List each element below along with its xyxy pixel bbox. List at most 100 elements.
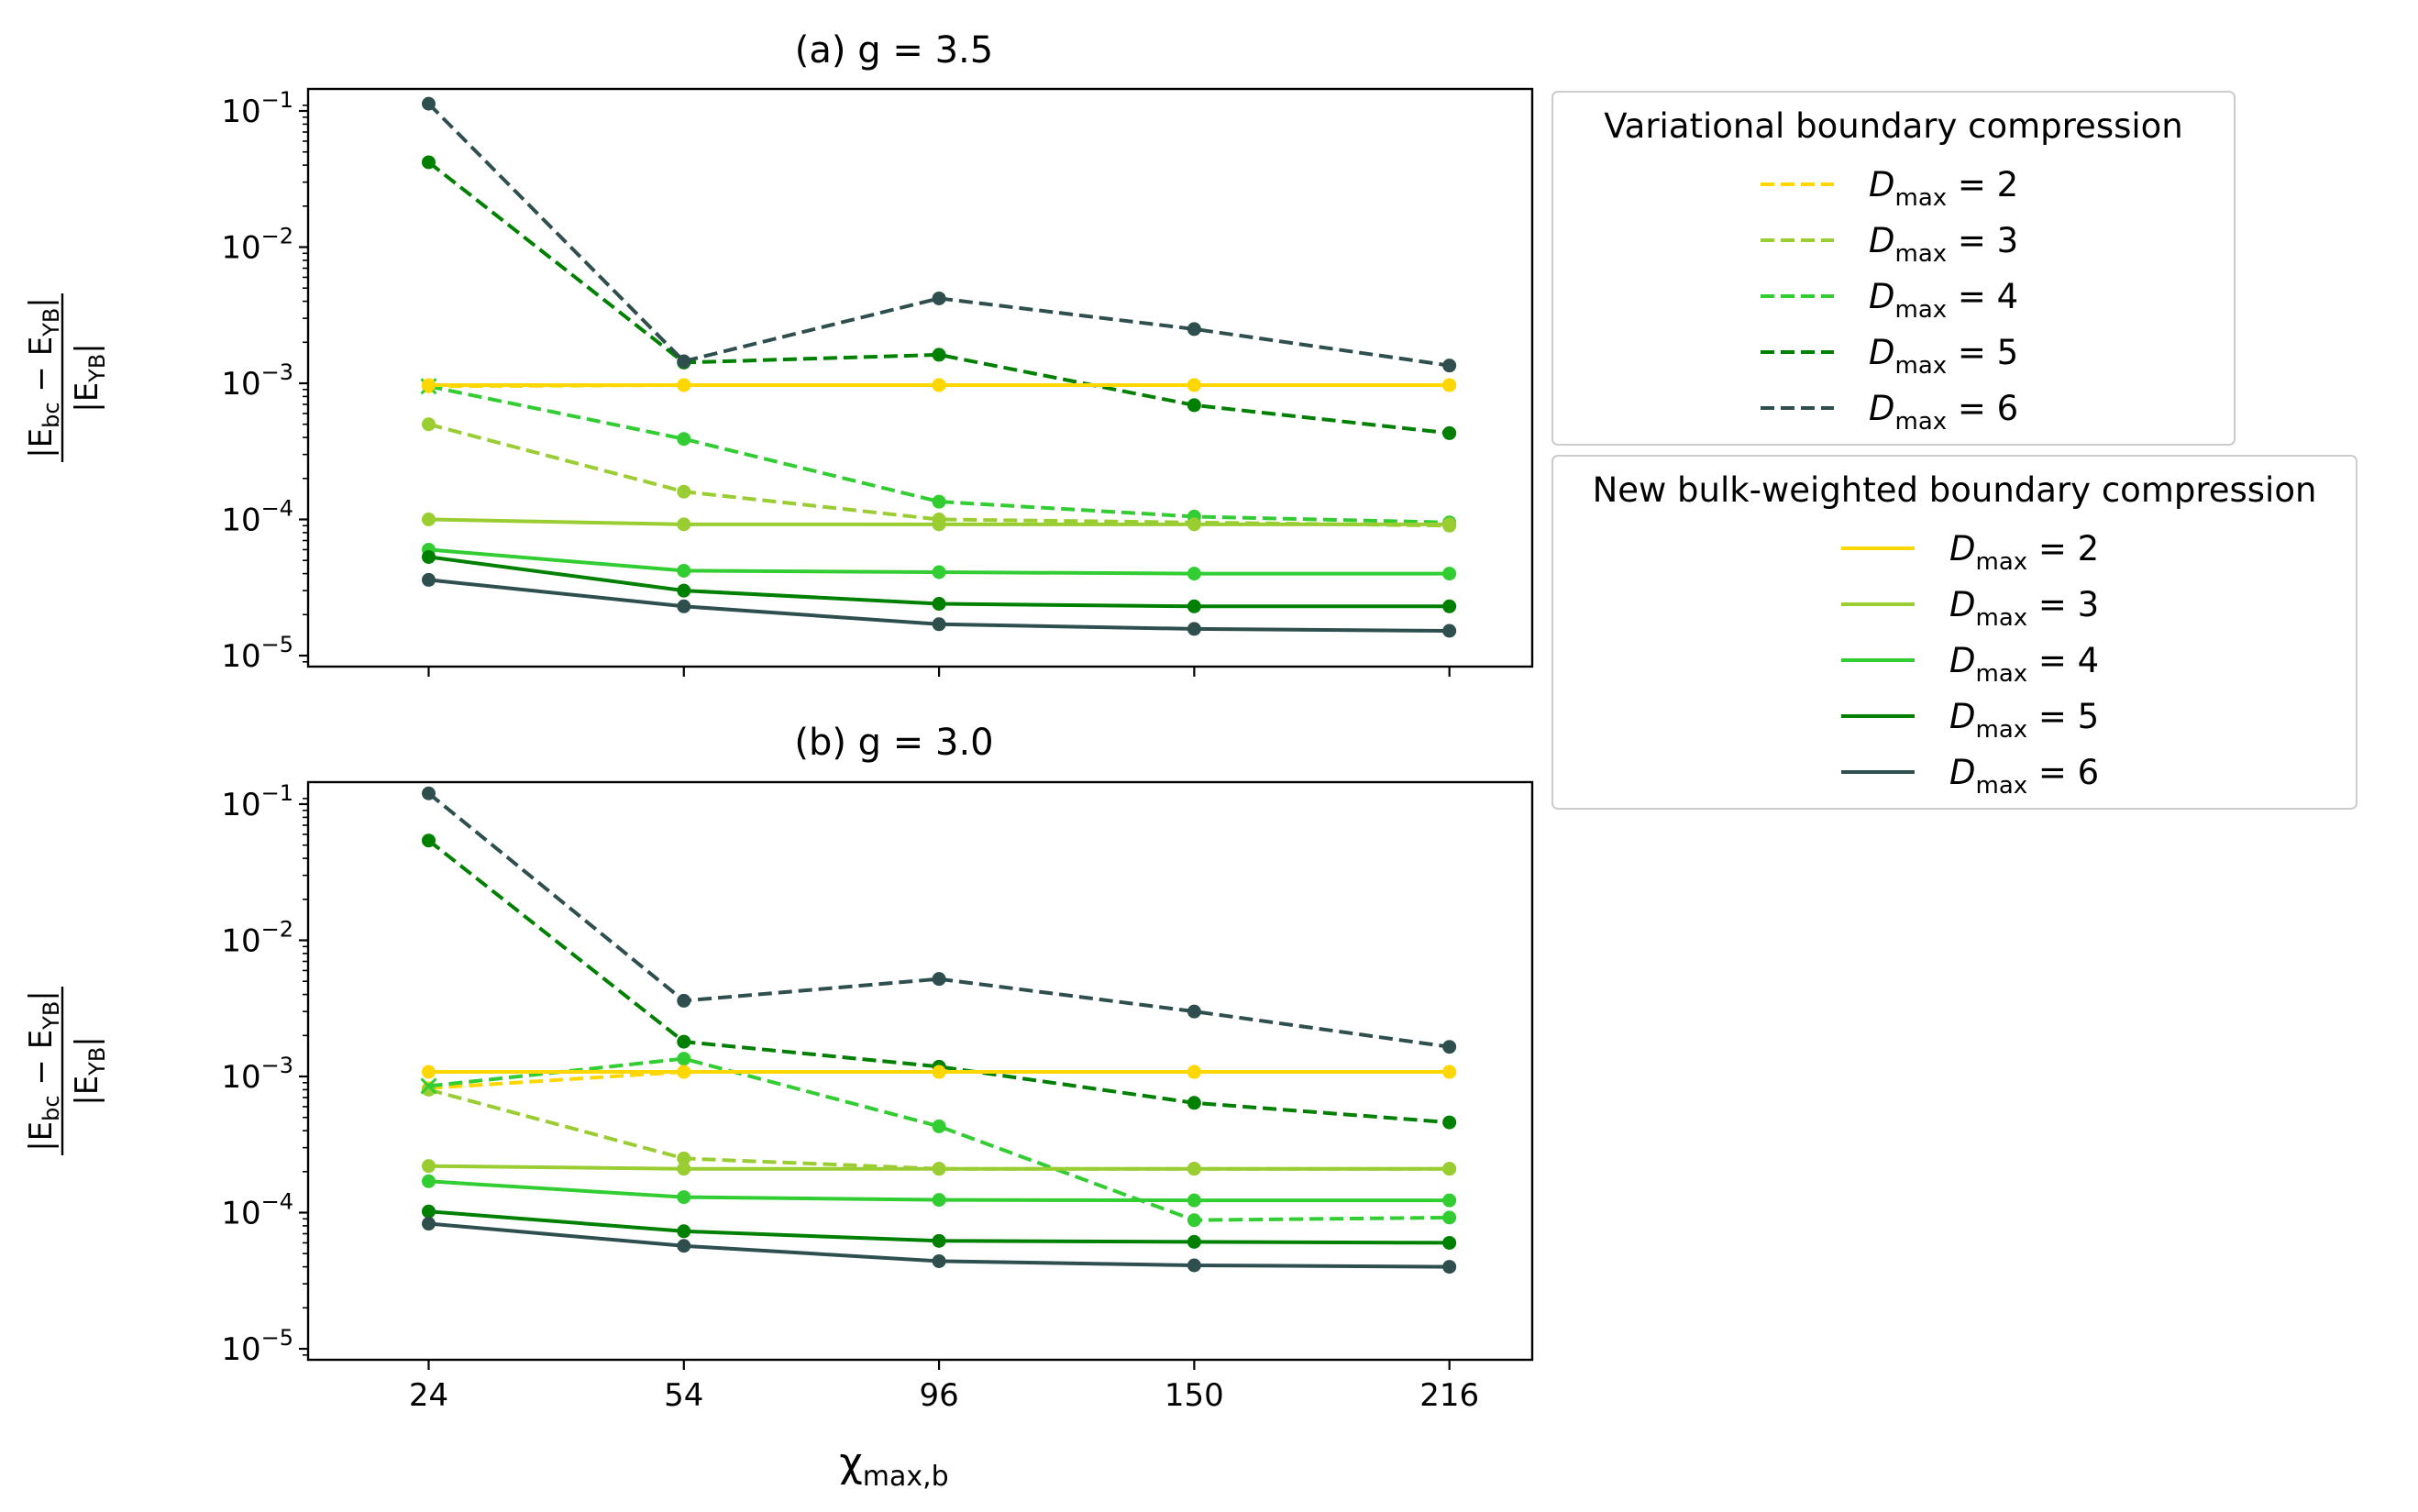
panel-b-ylabel-denominator: |EYB| [69, 1036, 110, 1106]
series-marker [1442, 1210, 1457, 1225]
series-marker [677, 1151, 691, 1165]
y-tick-label: 10−1 [221, 780, 293, 823]
panel-a: (a) g = 3.5 |Ebc − EYB| |EYB| 10−110−210… [23, 29, 1534, 677]
series-marker [1442, 1040, 1457, 1054]
series-marker [677, 1065, 691, 1079]
legend-entry-label: Dmax = 6 [1949, 753, 2099, 800]
series-marker [421, 833, 436, 848]
series-marker [1187, 1193, 1201, 1208]
series-marker [932, 1119, 946, 1133]
legend-box [1551, 455, 2357, 810]
series-marker [677, 517, 691, 532]
y-tick-label: 10−2 [221, 917, 293, 960]
panel-a-axes: 10−1 10−2 10−3 10−4 10−5 [221, 87, 1451, 677]
legend-entry-label: Dmax = 4 [1869, 277, 2018, 324]
y-tick-label: 10−5 [221, 632, 293, 675]
x-axis-label: χmax,b [839, 1440, 948, 1493]
series-marker [421, 1217, 436, 1231]
series-marker [677, 1162, 691, 1176]
series-marker [1442, 1260, 1457, 1275]
legend-entry-label: Dmax = 4 [1949, 641, 2099, 688]
series-marker [1187, 1162, 1201, 1176]
series-marker [932, 1253, 946, 1268]
legends: Variational boundary compression Dmax = 2… [1551, 91, 2357, 810]
series-marker [1187, 398, 1201, 413]
series-line-variational-D4 [428, 384, 1450, 524]
series-marker [677, 563, 691, 578]
series-marker [932, 1162, 946, 1176]
y-tick-label: 10−3 [221, 1053, 293, 1096]
series-marker [932, 378, 946, 392]
series-marker [932, 348, 946, 362]
series-line-variational-D6 [427, 102, 1450, 368]
panel-a-ylabel: |Ebc − EYB| |EYB| [23, 293, 110, 462]
series-marker [932, 1233, 946, 1248]
series-marker [1442, 567, 1457, 581]
y-tick-label: 10−1 [221, 87, 293, 130]
panel-b-title: (b) g = 3.0 [794, 722, 993, 764]
series-marker [932, 972, 946, 987]
series-marker [677, 993, 691, 1008]
series-marker [421, 1159, 436, 1174]
series-marker [421, 1065, 436, 1079]
panel-b-ylabel-numerator: |Ebc − EYB| [23, 990, 64, 1152]
y-tick-label: 10−4 [221, 1189, 293, 1232]
legend-title: New bulk-weighted boundary compression [1593, 470, 2317, 510]
series-marker [1187, 1096, 1201, 1110]
panel-b-ylabel: |Ebc − EYB| |EYB| [23, 987, 110, 1155]
series-marker [421, 96, 436, 111]
series-marker [421, 1204, 436, 1219]
series-marker [932, 597, 946, 612]
series-marker [421, 1174, 436, 1188]
legend-entry-label: Dmax = 2 [1869, 165, 2018, 212]
series-marker [1187, 517, 1201, 532]
panel-a-ylabel-numerator: |Ebc − EYB| [23, 297, 64, 458]
y-tick-label: 10−3 [221, 359, 293, 403]
series-marker [421, 572, 436, 587]
series-marker [1187, 1065, 1201, 1079]
series-marker [1442, 1162, 1457, 1176]
series-line-variational-D6 [427, 791, 1450, 1049]
panel-a-frame [306, 87, 1534, 668]
series-marker [420, 1077, 437, 1095]
series-marker [1442, 378, 1457, 392]
series-marker [677, 1239, 691, 1253]
series-marker [677, 378, 691, 392]
series-marker [421, 378, 436, 392]
series-marker [1442, 359, 1457, 373]
series-marker [677, 583, 691, 598]
series-marker [1442, 1065, 1457, 1079]
series-marker [1442, 1193, 1457, 1208]
series-marker [677, 599, 691, 613]
series-marker [1442, 1235, 1457, 1250]
x-tick-label: 96 [919, 1377, 958, 1414]
legend-entry-label: Dmax = 5 [1949, 697, 2099, 744]
series-marker [1442, 1115, 1457, 1130]
series-marker [421, 417, 436, 432]
panel-b-series [420, 786, 1457, 1275]
legend-entry-label: Dmax = 2 [1949, 529, 2099, 576]
series-marker [1187, 378, 1201, 392]
series-marker [421, 549, 436, 564]
y-tick-label: 10−4 [221, 496, 293, 539]
series-marker [1187, 599, 1201, 613]
series-marker [1187, 1234, 1201, 1249]
series-marker [1442, 517, 1457, 532]
series-marker [1187, 567, 1201, 581]
series-line-variational-D3 [427, 422, 1450, 528]
series-marker [932, 291, 946, 305]
series-marker [421, 513, 436, 526]
series-marker [677, 1034, 691, 1049]
x-tick-label: 150 [1165, 1377, 1224, 1414]
series-marker [1442, 425, 1457, 440]
series-marker [932, 1193, 946, 1208]
series-marker [932, 517, 946, 532]
series-marker [677, 1190, 691, 1205]
series-marker [1442, 624, 1457, 638]
series-marker [677, 432, 691, 447]
series-marker [1187, 322, 1201, 337]
x-tick-label: 54 [664, 1377, 703, 1414]
series-marker [1187, 1213, 1201, 1228]
